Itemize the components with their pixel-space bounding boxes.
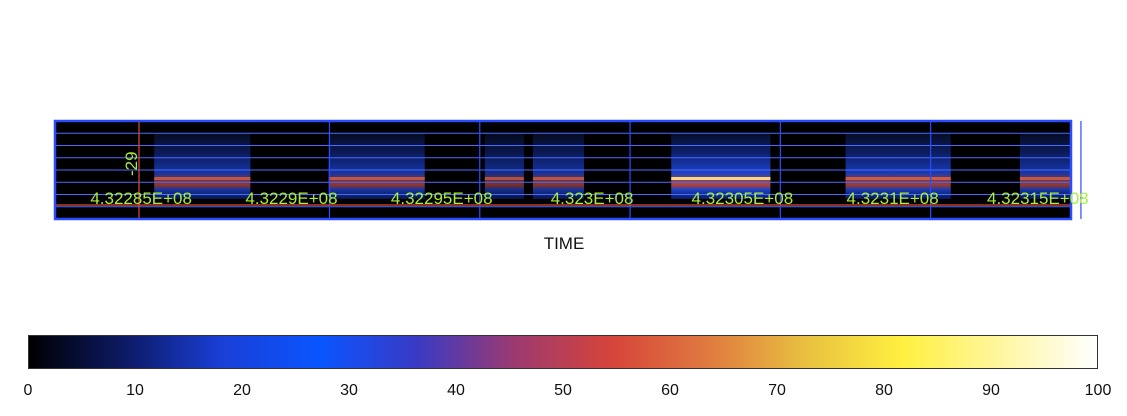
plot-frame — [53, 119, 1073, 221]
data-segment-1 — [154, 133, 251, 199]
x-tick-label: 4.32285E+08 — [90, 189, 192, 208]
x-tick-label: 4.323E+08 — [551, 189, 634, 208]
colorbar-tick-label: 30 — [340, 382, 358, 399]
colorbar-tick-label: 80 — [875, 382, 893, 399]
colorbar-tick-label: 90 — [982, 382, 1000, 399]
x-tick-label: 4.3229E+08 — [245, 189, 337, 208]
data-segments — [154, 133, 1071, 199]
spectrogram-plot: -29 4.32285E+08 4.3229E+08 4.32295E+08 4.32… — [53, 119, 1089, 221]
x-tick-labels: 4.32285E+08 4.3229E+08 4.32295E+08 4.323E+0… — [90, 189, 1088, 208]
colorbar-tick-label: 20 — [233, 382, 251, 399]
colorbar-tick-label: 50 — [554, 382, 572, 399]
vertical-grid — [328, 121, 1082, 219]
x-axis-label: TIME — [543, 234, 585, 253]
data-segment-7 — [1019, 133, 1071, 199]
data-segment-2 — [328, 133, 425, 199]
colorbar-tick-label: 60 — [661, 382, 679, 399]
y-tick-label: -29 — [122, 151, 141, 176]
colorbar — [28, 335, 1098, 369]
colorbar-tick-label: 100 — [1084, 382, 1112, 399]
colorbar-tick-label: 70 — [768, 382, 786, 399]
data-segment-peak-5 — [671, 177, 771, 180]
data-segment-4 — [532, 133, 585, 199]
x-tick-label: 4.3231E+08 — [847, 189, 939, 208]
data-segment-peak-6 — [845, 177, 951, 180]
colorbar-tick-label: 40 — [447, 382, 465, 399]
colorbar-tick-label: 0 — [23, 382, 33, 399]
data-segment-peak-2 — [328, 177, 425, 180]
data-segment-6 — [845, 133, 951, 199]
data-segment-peak-3 — [484, 177, 524, 180]
x-tick-label: 4.32315E+08 — [987, 189, 1089, 208]
data-segment-5 — [671, 133, 771, 199]
horizontal-grid — [55, 132, 1071, 208]
data-segment-peak-1 — [154, 177, 251, 180]
x-tick-label: 4.32305E+08 — [692, 189, 794, 208]
data-segment-3 — [484, 133, 524, 199]
data-segment-peak-4 — [532, 177, 585, 180]
data-segment-peak-7 — [1019, 177, 1071, 180]
colorbar-tick-label: 10 — [126, 382, 144, 399]
x-tick-label: 4.32295E+08 — [391, 189, 493, 208]
